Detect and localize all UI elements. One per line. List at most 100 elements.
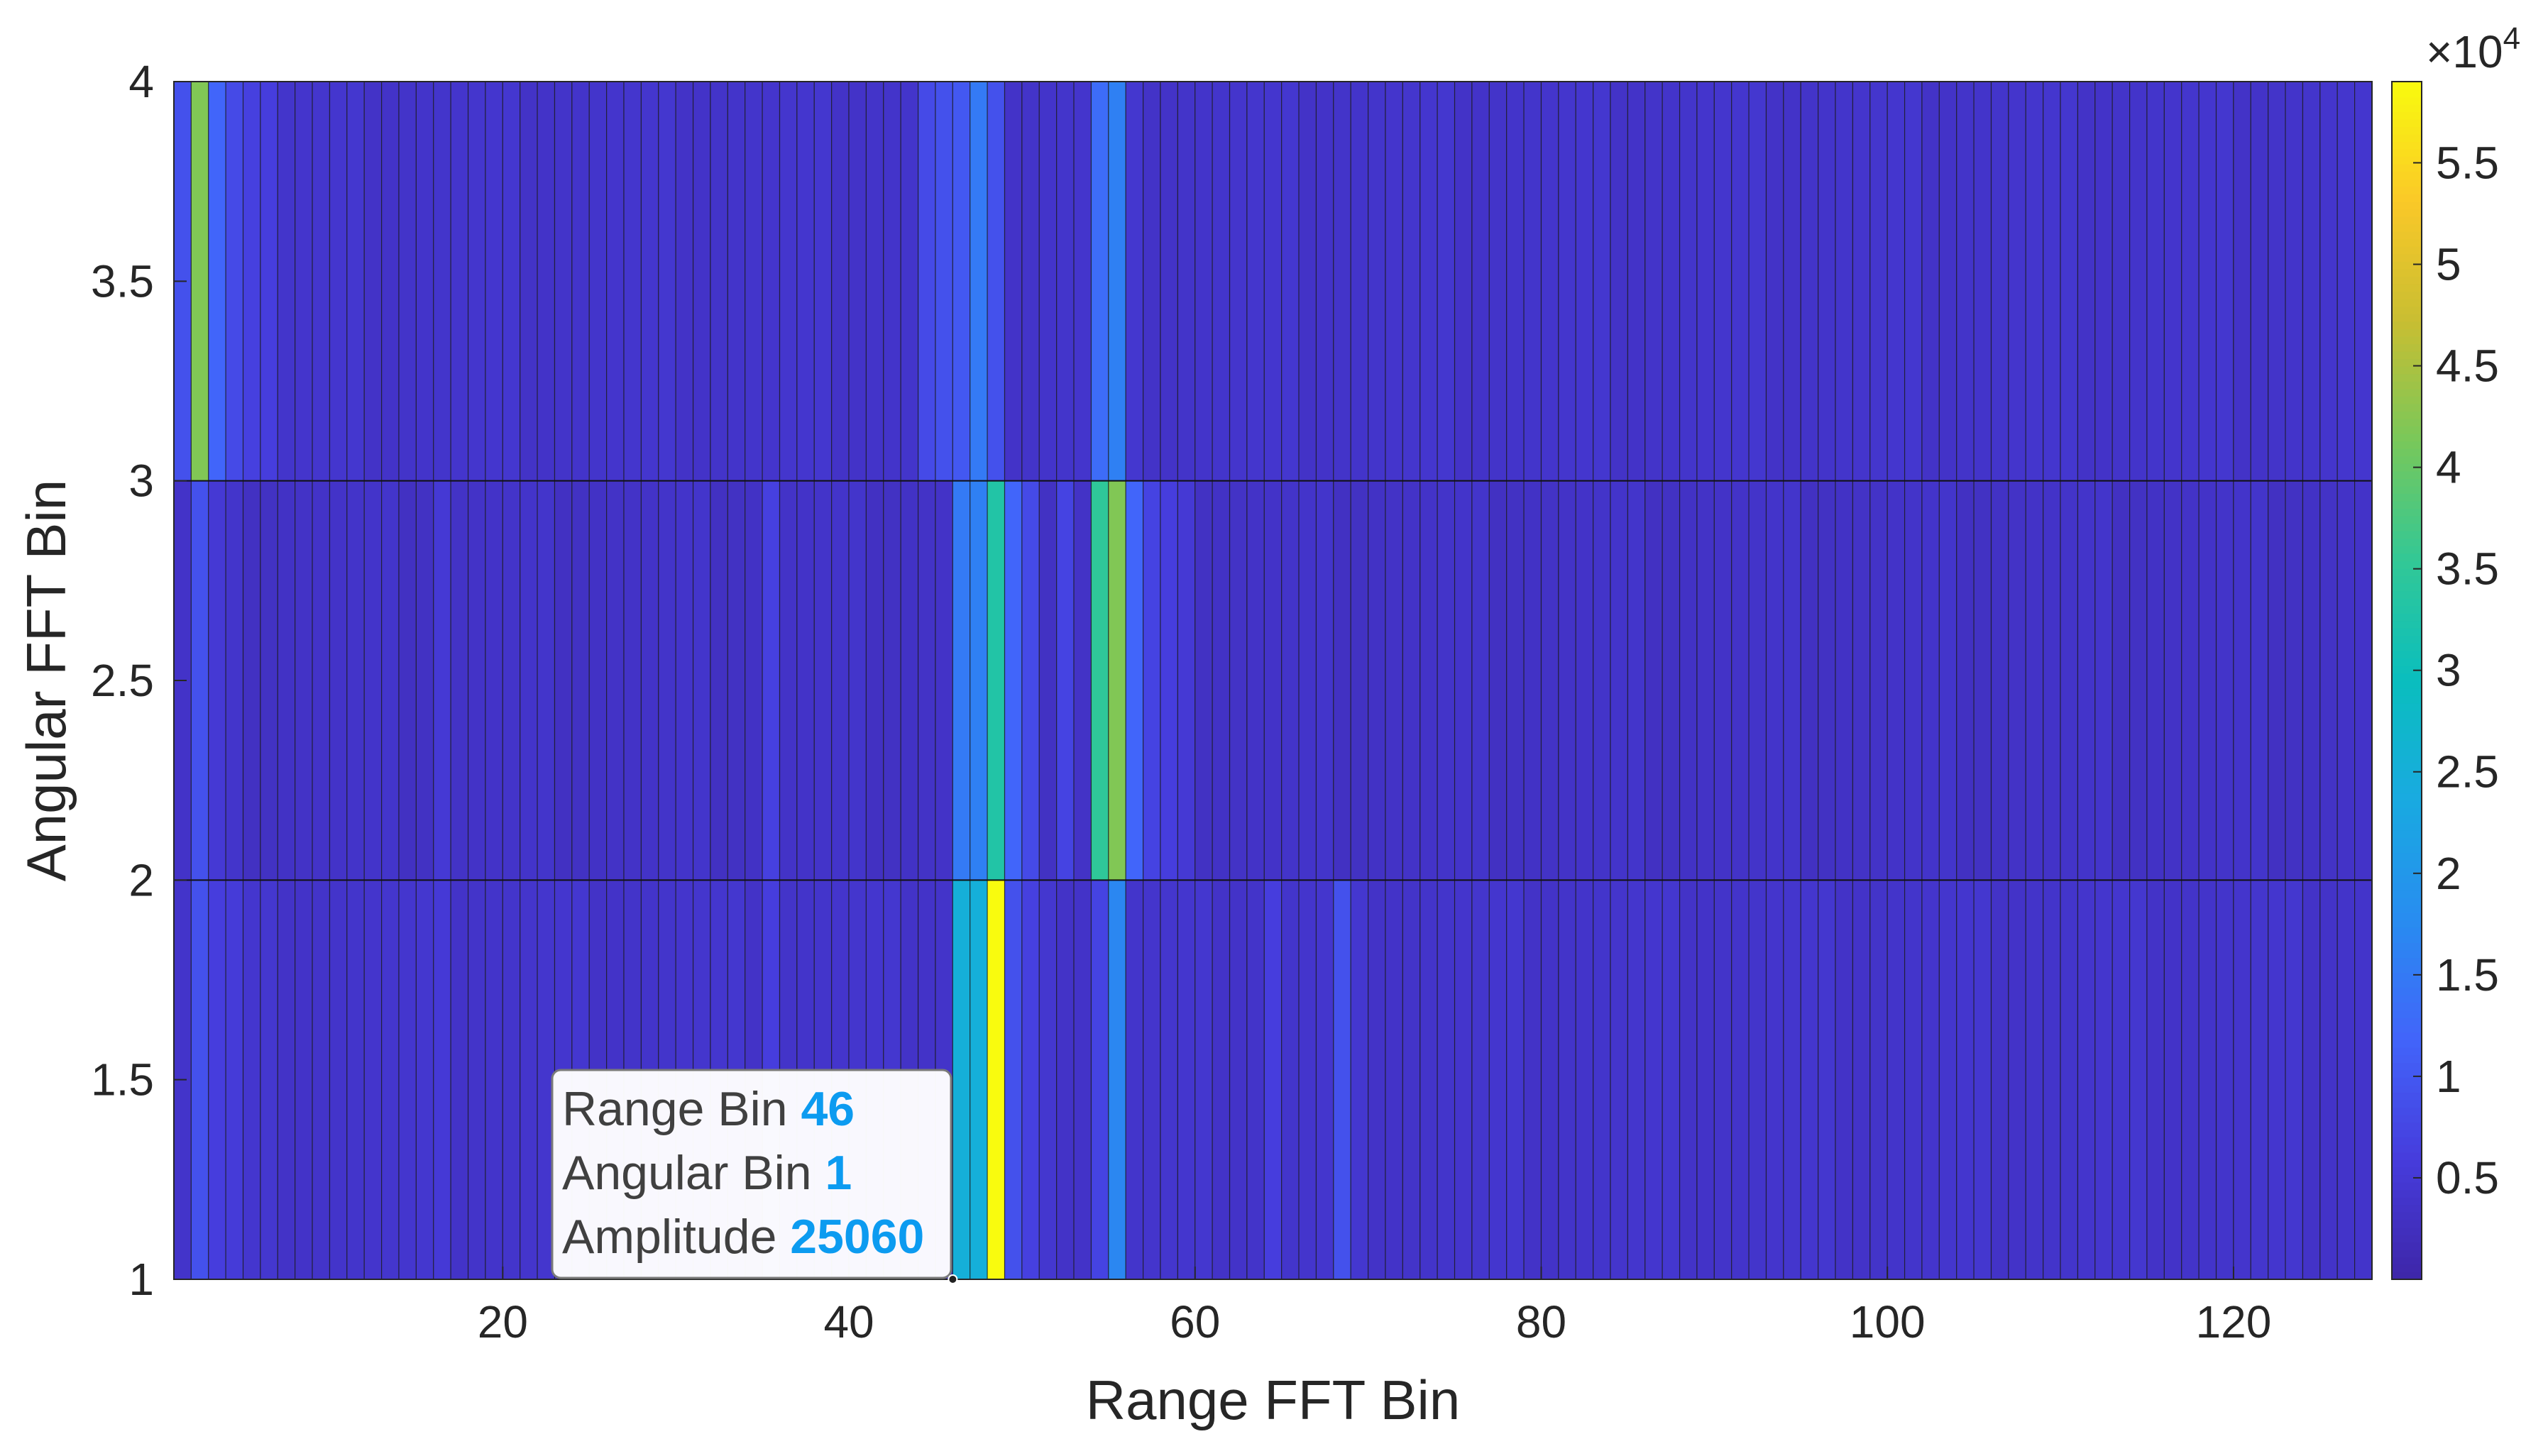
heatmap-cell[interactable] bbox=[381, 81, 400, 482]
heatmap-cell[interactable] bbox=[1056, 81, 1075, 482]
heatmap-cell[interactable] bbox=[571, 81, 590, 482]
heatmap-cell[interactable] bbox=[1696, 480, 1715, 881]
heatmap-cell[interactable] bbox=[917, 480, 936, 881]
heatmap-cell[interactable] bbox=[1835, 480, 1854, 881]
heatmap-cell[interactable] bbox=[190, 879, 209, 1280]
heatmap-cell[interactable] bbox=[2250, 81, 2269, 482]
heatmap-cell[interactable] bbox=[606, 480, 625, 881]
heatmap-cell[interactable] bbox=[381, 879, 400, 1280]
heatmap-cell[interactable] bbox=[1921, 480, 1940, 881]
heatmap-cell[interactable] bbox=[1368, 81, 1386, 482]
heatmap-cell[interactable] bbox=[1627, 480, 1646, 881]
heatmap-cell[interactable] bbox=[1385, 81, 1404, 482]
heatmap-cell[interactable] bbox=[935, 480, 953, 881]
heatmap-cell[interactable] bbox=[467, 81, 486, 482]
heatmap-cell[interactable] bbox=[260, 879, 278, 1280]
heatmap-cell[interactable] bbox=[710, 81, 728, 482]
heatmap-cell[interactable] bbox=[1887, 480, 1906, 881]
heatmap-cell[interactable] bbox=[2146, 480, 2165, 881]
heatmap-cell[interactable] bbox=[1800, 879, 1819, 1280]
heatmap-cell[interactable] bbox=[1350, 81, 1369, 482]
heatmap-cell[interactable] bbox=[1021, 879, 1040, 1280]
heatmap-cell[interactable] bbox=[2198, 81, 2217, 482]
heatmap-cell[interactable] bbox=[1333, 480, 1351, 881]
heatmap-cell[interactable] bbox=[1593, 81, 1611, 482]
heatmap-cell[interactable] bbox=[1575, 480, 1594, 881]
heatmap-cell[interactable] bbox=[485, 879, 503, 1280]
heatmap-cell[interactable] bbox=[2181, 879, 2200, 1280]
heatmap-cell[interactable] bbox=[485, 81, 503, 482]
heatmap-cell[interactable] bbox=[2336, 480, 2356, 881]
heatmap-cell[interactable] bbox=[1852, 480, 1871, 881]
heatmap-cell[interactable] bbox=[1195, 879, 1213, 1280]
heatmap-cell[interactable] bbox=[1818, 480, 1836, 881]
heatmap-cell[interactable] bbox=[1523, 879, 1542, 1280]
heatmap-cell[interactable] bbox=[398, 480, 417, 881]
heatmap-cell[interactable] bbox=[1488, 879, 1508, 1280]
heatmap-cell[interactable] bbox=[2268, 480, 2286, 881]
heatmap-cell[interactable] bbox=[1281, 81, 1300, 482]
heatmap-cell[interactable] bbox=[1368, 879, 1386, 1280]
heatmap-cell[interactable] bbox=[1454, 879, 1473, 1280]
heatmap-cell[interactable] bbox=[225, 480, 244, 881]
heatmap-cell[interactable] bbox=[1038, 480, 1058, 881]
heatmap-cell[interactable] bbox=[2163, 81, 2182, 482]
heatmap-cell[interactable] bbox=[2129, 81, 2148, 482]
heatmap-cell[interactable] bbox=[208, 81, 226, 482]
heatmap-cell[interactable] bbox=[1125, 480, 1144, 881]
heatmap-cell[interactable] bbox=[1402, 480, 1421, 881]
heatmap-cell[interactable] bbox=[502, 879, 521, 1280]
heatmap-cell[interactable] bbox=[952, 480, 971, 881]
heatmap-cell[interactable] bbox=[640, 480, 659, 881]
heatmap-cell[interactable] bbox=[208, 879, 226, 1280]
heatmap-cell[interactable] bbox=[2094, 480, 2113, 881]
heatmap-cell[interactable] bbox=[1350, 480, 1369, 881]
heatmap-cell[interactable] bbox=[1056, 879, 1075, 1280]
heatmap-cell[interactable] bbox=[1765, 81, 1784, 482]
heatmap-cell[interactable] bbox=[225, 81, 244, 482]
heatmap-cell[interactable] bbox=[277, 879, 296, 1280]
heatmap-cell[interactable] bbox=[1990, 879, 2009, 1280]
heatmap-cell[interactable] bbox=[1627, 81, 1646, 482]
heatmap-cell[interactable] bbox=[1333, 879, 1351, 1280]
heatmap-cell[interactable] bbox=[1887, 879, 1906, 1280]
heatmap-cell[interactable] bbox=[554, 81, 573, 482]
heatmap-cell[interactable] bbox=[2060, 480, 2079, 881]
heatmap-cell[interactable] bbox=[571, 480, 590, 881]
heatmap-cell[interactable] bbox=[433, 480, 451, 881]
heatmap-cell[interactable] bbox=[2146, 879, 2165, 1280]
heatmap-cell[interactable] bbox=[346, 480, 365, 881]
heatmap-cell[interactable] bbox=[2043, 480, 2061, 881]
heatmap-cell[interactable] bbox=[1523, 480, 1542, 881]
heatmap-cell[interactable] bbox=[1073, 81, 1092, 482]
heatmap-cell[interactable] bbox=[675, 480, 694, 881]
heatmap-cell[interactable] bbox=[2077, 480, 2096, 881]
heatmap-cell[interactable] bbox=[225, 879, 244, 1280]
heatmap-cell[interactable] bbox=[1644, 879, 1663, 1280]
heatmap-cell[interactable] bbox=[1471, 879, 1490, 1280]
heatmap-cell[interactable] bbox=[796, 480, 815, 881]
heatmap-cell[interactable] bbox=[1090, 480, 1109, 881]
heatmap-cell[interactable] bbox=[1731, 480, 1750, 881]
heatmap-cell[interactable] bbox=[2094, 81, 2113, 482]
heatmap-cell[interactable] bbox=[952, 879, 971, 1280]
heatmap-cell[interactable] bbox=[520, 480, 538, 881]
heatmap-cell[interactable] bbox=[2181, 480, 2200, 881]
heatmap-cell[interactable] bbox=[450, 480, 469, 881]
heatmap-cell[interactable] bbox=[1610, 81, 1629, 482]
heatmap-cell[interactable] bbox=[1575, 81, 1594, 482]
heatmap-cell[interactable] bbox=[2285, 879, 2304, 1280]
heatmap-cell[interactable] bbox=[1662, 879, 1681, 1280]
heatmap-cell[interactable] bbox=[1818, 879, 1836, 1280]
heatmap-cell[interactable] bbox=[2250, 480, 2269, 881]
heatmap-cell[interactable] bbox=[467, 480, 486, 881]
heatmap-cell[interactable] bbox=[1662, 81, 1681, 482]
heatmap-cell[interactable] bbox=[242, 879, 261, 1280]
heatmap-cell[interactable] bbox=[1506, 480, 1525, 881]
heatmap-cell[interactable] bbox=[295, 480, 313, 881]
heatmap-cell[interactable] bbox=[208, 480, 226, 881]
heatmap-cell[interactable] bbox=[346, 879, 365, 1280]
heatmap-cell[interactable] bbox=[467, 879, 486, 1280]
heatmap-cell[interactable] bbox=[2077, 879, 2096, 1280]
heatmap-cell[interactable] bbox=[1956, 879, 1975, 1280]
